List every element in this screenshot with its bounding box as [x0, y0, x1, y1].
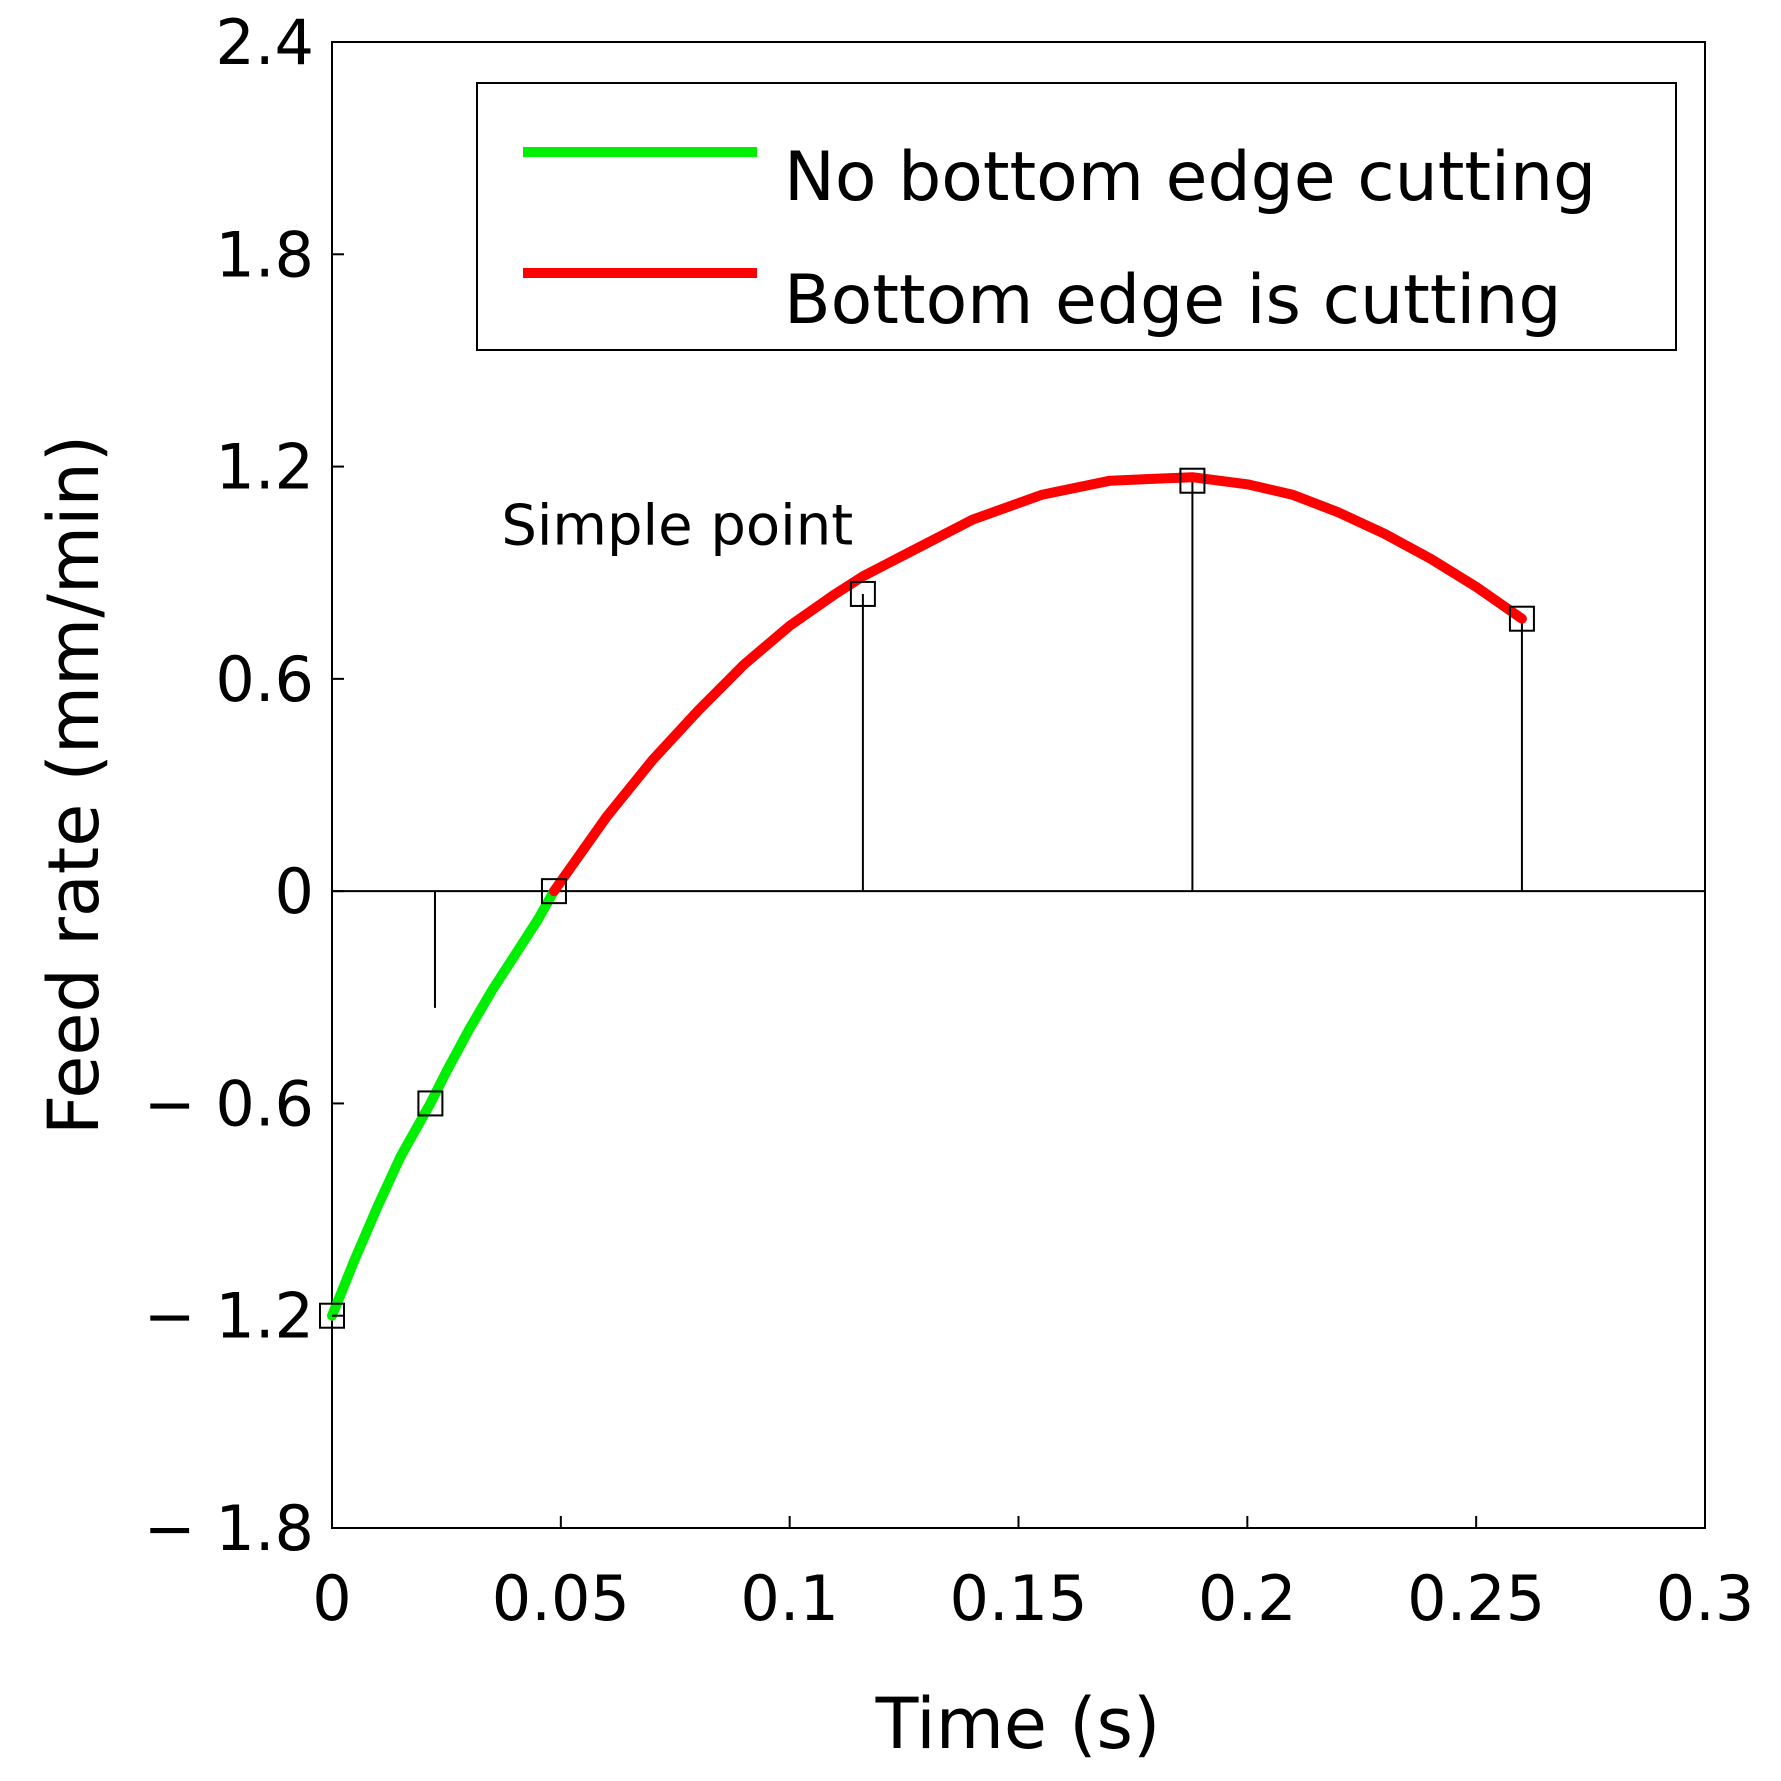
y-tick-label-2: − 0.6 — [144, 1067, 314, 1140]
y-tick-label-3: 0 — [275, 855, 314, 928]
series-line-1 — [549, 472, 1527, 897]
legend-label-no-bottom-edge: No bottom edge cutting — [784, 138, 1596, 217]
y-axis-title: Feed rate (mm/min) — [33, 435, 115, 1135]
series-lines — [327, 472, 1527, 1321]
x-tick-label-1: 0.05 — [492, 1562, 630, 1635]
x-tick-label-3: 0.15 — [949, 1562, 1087, 1635]
annotations: Simple point — [501, 493, 853, 558]
data-marker-1 — [417, 1090, 444, 1117]
data-marker-2 — [540, 878, 567, 905]
x-axis-ticks: 0 0.05 0.1 0.15 0.2 0.25 0.3 — [312, 1516, 1754, 1635]
stem-lines — [433, 480, 1523, 1008]
annotation-0: Simple point — [501, 493, 853, 558]
x-tick-label-5: 0.25 — [1407, 1562, 1545, 1635]
x-tick-label-6: 0.3 — [1656, 1562, 1755, 1635]
series-line-0 — [327, 886, 559, 1321]
data-markers — [319, 467, 1535, 1329]
y-tick-label-6: 1.8 — [215, 218, 314, 291]
data-marker-5 — [1508, 605, 1535, 632]
y-tick-label-0: − 1.8 — [144, 1492, 314, 1565]
legend-label-bottom-edge: Bottom edge is cutting — [784, 261, 1562, 340]
x-axis-title: Time (s) — [875, 1683, 1161, 1765]
y-tick-label-4: 0.6 — [215, 643, 314, 716]
y-tick-label-7: 2.4 — [215, 6, 314, 79]
legend-box — [476, 82, 1677, 351]
y-tick-label-5: 1.2 — [215, 431, 314, 504]
data-marker-3 — [849, 580, 876, 607]
y-axis-ticks: − 1.8 − 1.2 − 0.6 0 0.6 1.2 1.8 2.4 — [144, 6, 344, 1565]
x-tick-label-0: 0 — [312, 1562, 351, 1635]
x-tick-label-2: 0.1 — [740, 1562, 839, 1635]
legend: No bottom edge cutting Bottom edge is cu… — [476, 82, 1677, 351]
data-marker-4 — [1179, 467, 1206, 494]
y-tick-label-1: − 1.2 — [144, 1280, 314, 1353]
x-tick-label-4: 0.2 — [1198, 1562, 1297, 1635]
